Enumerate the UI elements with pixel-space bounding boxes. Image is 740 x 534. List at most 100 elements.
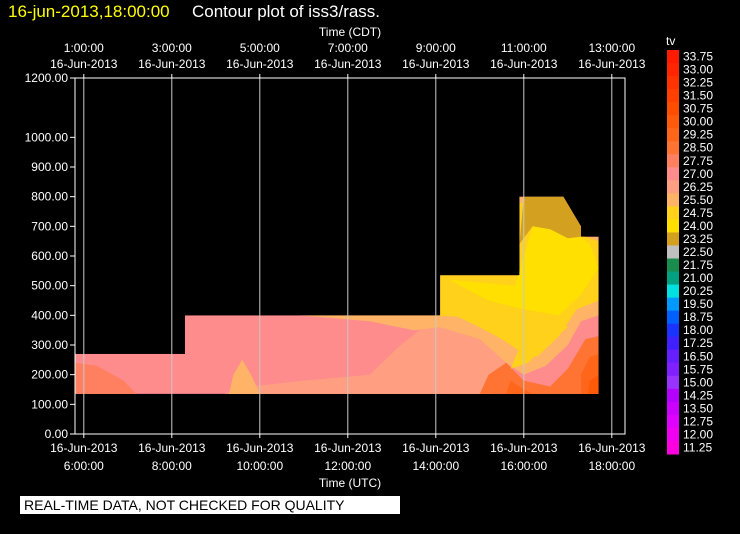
colorbar-swatch-1 — [667, 63, 679, 77]
x-bottom-tick-time-6: 18:00:00 — [588, 459, 635, 473]
x-top-tick-date-2: 16-Jun-2013 — [226, 57, 294, 71]
chart-title: Contour plot of iss3/rass. — [192, 2, 381, 21]
colorbar-swatch-11 — [667, 193, 679, 207]
x-bottom-tick-time-4: 14:00:00 — [412, 459, 459, 473]
y-tick-label-11: 1200.00 — [25, 71, 69, 85]
y-tick-label-5: 500.00 — [31, 279, 68, 293]
colorbar-label-22: 17.25 — [683, 336, 713, 350]
colorbar-label-29: 12.00 — [683, 427, 713, 441]
colorbar-swatch-28 — [667, 414, 679, 429]
colorbar-swatch-25 — [667, 375, 679, 390]
x-bottom-tick-time-0: 6:00:00 — [64, 459, 104, 473]
x-top-tick-date-1: 16-Jun-2013 — [138, 57, 206, 71]
colorbar-swatch-15 — [667, 245, 679, 260]
colorbar-label-26: 14.25 — [683, 388, 713, 402]
colorbar-label-17: 21.00 — [683, 271, 713, 285]
colorbar-swatch-24 — [667, 362, 679, 377]
x-top-tick-date-4: 16-Jun-2013 — [402, 57, 470, 71]
x-top-tick-date-5: 16-Jun-2013 — [490, 57, 558, 71]
x-top-tick-time-6: 13:00:00 — [588, 41, 635, 55]
colorbar-label-8: 27.75 — [683, 154, 713, 168]
colorbar-label-16: 21.75 — [683, 258, 713, 272]
x-top-tick-time-0: 1:00:00 — [64, 41, 104, 55]
y-tick-label-10: 1000.00 — [25, 130, 69, 144]
colorbar-swatch-2 — [667, 76, 679, 90]
y-tick-label-7: 700.00 — [31, 219, 68, 233]
colorbar-label-10: 26.25 — [683, 180, 713, 194]
y-tick-label-1: 100.00 — [31, 397, 68, 411]
colorbar-swatch-27 — [667, 401, 679, 416]
contour-regions — [75, 196, 599, 394]
colorbar-swatch-13 — [667, 219, 679, 233]
colorbar-swatch-6 — [667, 128, 679, 142]
colorbar: 33.7533.0032.2531.5030.7530.0029.2528.50… — [667, 50, 713, 455]
colorbar-swatch-18 — [667, 284, 679, 299]
x-bottom-tick-date-4: 16-Jun-2013 — [402, 441, 470, 455]
colorbar-swatch-16 — [667, 258, 679, 273]
colorbar-label-19: 19.50 — [683, 297, 713, 311]
colorbar-swatch-3 — [667, 89, 679, 103]
colorbar-swatch-17 — [667, 271, 679, 286]
contour-region-5 — [519, 196, 581, 245]
x-bottom-tick-date-2: 16-Jun-2013 — [226, 441, 294, 455]
colorbar-label-30: 11.25 — [683, 440, 712, 454]
colorbar-swatch-5 — [667, 115, 679, 129]
x-bottom-tick-date-0: 16-Jun-2013 — [50, 441, 118, 455]
y-tick-label-6: 600.00 — [31, 249, 68, 263]
y-axis: 0.00 100.00 200.00 300.00 400.00 500.00 600.00… — [25, 71, 75, 441]
colorbar-swatch-10 — [667, 180, 679, 194]
colorbar-label-18: 20.25 — [683, 284, 713, 298]
x-axis-bottom-label: Time (UTC) — [319, 476, 381, 490]
contour-region-7 — [506, 380, 533, 394]
colorbar-swatch-9 — [667, 167, 679, 181]
x-bottom-tick-date-5: 16-Jun-2013 — [490, 441, 558, 455]
y-tick-label-8: 800.00 — [31, 190, 68, 204]
contour-region-6 — [479, 336, 599, 394]
x-bottom-tick-time-5: 16:00:00 — [500, 459, 547, 473]
colorbar-swatch-30 — [667, 440, 679, 455]
contour-region-10 — [75, 362, 137, 394]
colorbar-label-13: 24.00 — [683, 219, 713, 233]
colorbar-label-6: 29.25 — [683, 128, 713, 142]
colorbar-label-21: 18.00 — [683, 323, 713, 337]
x-top-tick-time-4: 9:00:00 — [416, 41, 456, 55]
x-bottom-tick-date-1: 16-Jun-2013 — [138, 441, 206, 455]
grid-lines — [83, 78, 613, 434]
x-top-tick-time-2: 5:00:00 — [240, 41, 280, 55]
x-top-tick-date-3: 16-Jun-2013 — [314, 57, 382, 71]
colorbar-swatch-8 — [667, 154, 679, 168]
x-top-tick-time-1: 3:00:00 — [152, 41, 192, 55]
contour-region-9 — [587, 374, 599, 394]
quality-disclaimer: REAL-TIME DATA, NOT CHECKED FOR QUALITY — [20, 496, 400, 514]
colorbar-label-1: 33.00 — [683, 63, 713, 77]
y-tick-label-4: 400.00 — [31, 308, 68, 322]
y-tick-label-2: 200.00 — [31, 368, 68, 382]
y-tick-label-9: 900.00 — [31, 160, 68, 174]
x-axis-bottom: 16-Jun-2013 6:00:00 16-Jun-2013 8:00:00 16-J… — [50, 434, 646, 473]
x-bottom-tick-time-3: 12:00:00 — [324, 459, 371, 473]
x-axis-top: 1:00:00 16-Jun-2013 3:00:00 16-Jun-2013 5:00… — [50, 41, 646, 78]
contour-region-11 — [229, 359, 260, 394]
x-top-tick-time-5: 11:00:00 — [501, 41, 547, 55]
colorbar-label-11: 25.50 — [683, 193, 713, 207]
header-timestamp: 16-jun-2013,18:00:00 — [8, 2, 170, 21]
colorbar-label-7: 28.50 — [683, 141, 713, 155]
colorbar-swatch-21 — [667, 323, 679, 338]
colorbar-label-4: 30.75 — [683, 102, 713, 116]
colorbar-label-0: 33.75 — [683, 50, 713, 64]
colorbar-label-24: 15.75 — [683, 362, 713, 376]
y-tick-label-3: 300.00 — [31, 338, 68, 352]
colorbar-label-28: 12.75 — [683, 414, 713, 428]
colorbar-label-15: 22.50 — [683, 245, 713, 259]
colorbar-label-2: 32.25 — [683, 76, 713, 90]
colorbar-swatch-4 — [667, 102, 679, 116]
x-top-tick-time-3: 7:00:00 — [328, 41, 368, 55]
colorbar-swatch-29 — [667, 427, 679, 442]
x-bottom-tick-time-1: 8:00:00 — [152, 459, 192, 473]
colorbar-swatch-23 — [667, 349, 679, 364]
colorbar-swatch-20 — [667, 310, 679, 325]
colorbar-label-3: 31.50 — [683, 89, 713, 103]
colorbar-swatch-0 — [667, 50, 679, 64]
colorbar-swatch-7 — [667, 141, 679, 155]
